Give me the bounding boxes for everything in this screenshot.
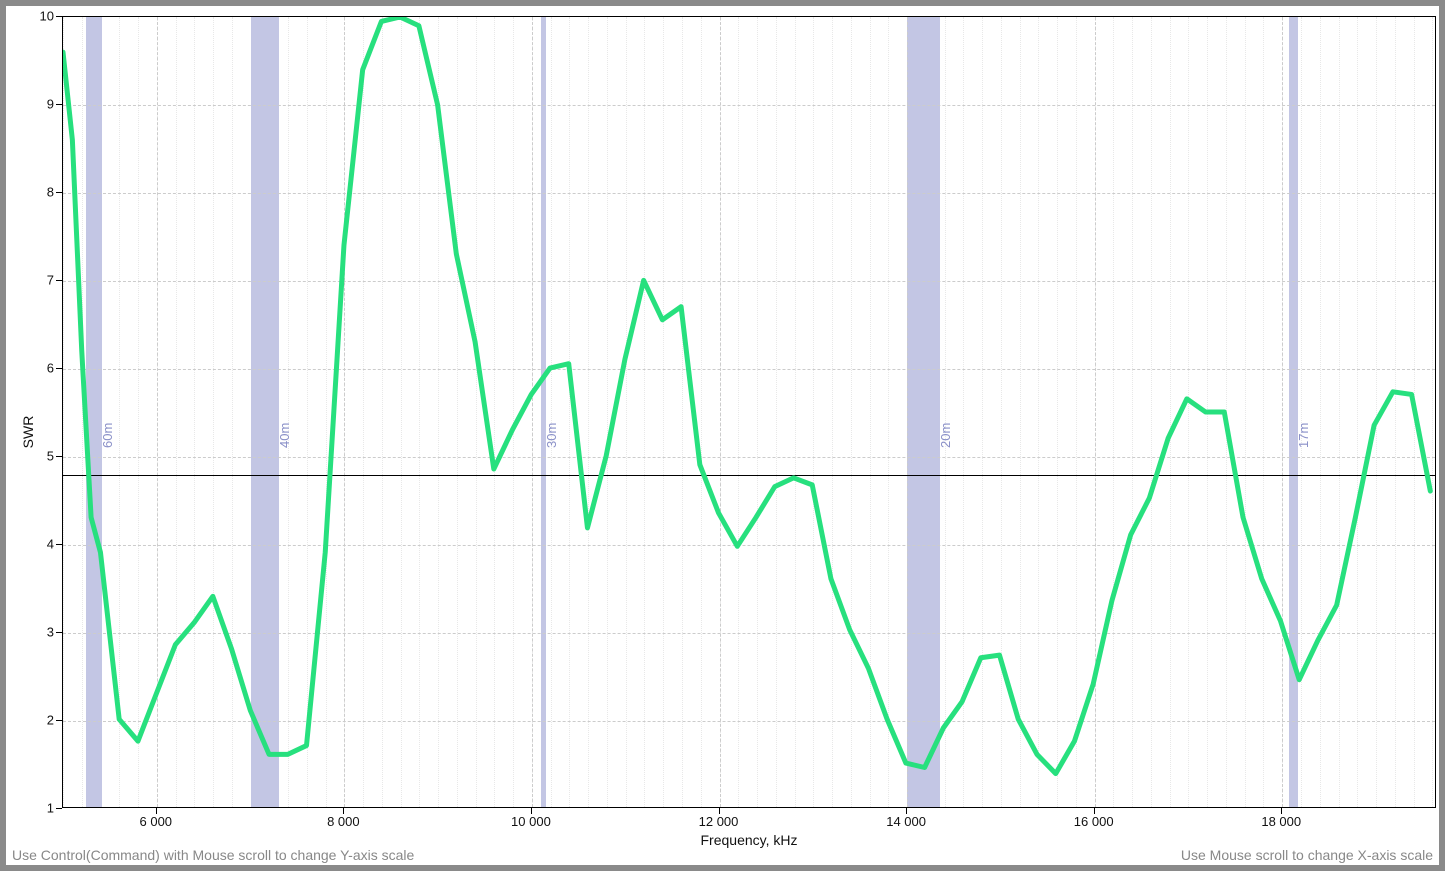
hint-y-scale: Use Control(Command) with Mouse scroll t… [12, 847, 414, 863]
series-svg [63, 17, 1435, 807]
x-tick-label: 12 000 [699, 814, 739, 829]
y-tick-label: 8 [34, 185, 54, 200]
x-tick-label: 16 000 [1074, 814, 1114, 829]
y-tick-mark [56, 280, 62, 281]
y-tick-label: 2 [34, 713, 54, 728]
x-tick-label: 6 000 [140, 814, 173, 829]
y-tick-mark [56, 16, 62, 17]
hint-x-scale: Use Mouse scroll to change X-axis scale [1181, 847, 1433, 863]
chart-frame: 60m40m30m20m17m SWR Frequency, kHz Use C… [0, 0, 1445, 871]
y-tick-mark [56, 104, 62, 105]
y-tick-label: 1 [34, 801, 54, 816]
y-tick-mark [56, 192, 62, 193]
x-tick-label: 18 000 [1261, 814, 1301, 829]
y-tick-label: 3 [34, 625, 54, 640]
y-tick-mark [56, 544, 62, 545]
y-tick-label: 10 [34, 9, 54, 24]
y-tick-mark [56, 632, 62, 633]
y-tick-mark [56, 808, 62, 809]
x-axis-title: Frequency, kHz [701, 832, 798, 848]
y-tick-mark [56, 368, 62, 369]
y-tick-label: 9 [34, 97, 54, 112]
x-tick-label: 10 000 [511, 814, 551, 829]
plot-area[interactable]: 60m40m30m20m17m [62, 16, 1436, 808]
y-tick-label: 6 [34, 361, 54, 376]
y-tick-mark [56, 456, 62, 457]
swr-line [63, 17, 1430, 774]
y-tick-label: 7 [34, 273, 54, 288]
x-tick-label: 8 000 [327, 814, 360, 829]
y-tick-label: 4 [34, 537, 54, 552]
y-tick-mark [56, 720, 62, 721]
y-axis-title: SWR [20, 416, 36, 449]
x-tick-label: 14 000 [886, 814, 926, 829]
y-tick-label: 5 [34, 449, 54, 464]
